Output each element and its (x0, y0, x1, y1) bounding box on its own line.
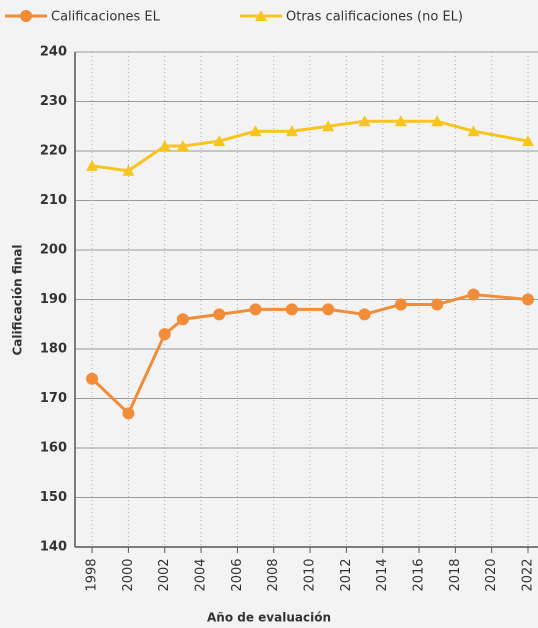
data-point (358, 115, 371, 127)
data-point (213, 308, 226, 321)
data-point (394, 115, 407, 127)
data-point (394, 298, 407, 311)
data-point (522, 293, 535, 306)
x-tick-label: 2006 (230, 558, 245, 591)
legend-label: Calificaciones EL (51, 10, 161, 25)
data-point (467, 125, 480, 137)
x-tick-label: 2018 (448, 558, 463, 591)
data-point (249, 125, 262, 137)
legend-marker (20, 10, 32, 22)
data-point (322, 303, 335, 316)
x-tick-label: 2016 (412, 558, 427, 591)
x-tick-label: 2010 (303, 558, 318, 591)
data-point (431, 115, 444, 127)
data-point (522, 135, 535, 147)
data-point (322, 120, 335, 132)
y-tick-label: 200 (40, 243, 67, 258)
y-tick-label: 210 (40, 193, 67, 208)
data-point (176, 313, 189, 326)
series-line (91, 119, 529, 173)
y-tick-label: 140 (40, 540, 67, 555)
legend-label: Otras calificaciones (no EL) (286, 10, 463, 25)
data-point (176, 140, 189, 152)
data-point (285, 125, 298, 137)
x-tick-label: 2002 (157, 558, 172, 591)
x-tick-label: 2004 (194, 558, 209, 591)
x-tick-label: 2008 (266, 558, 281, 591)
y-tick-label: 240 (40, 45, 67, 60)
data-point (213, 135, 226, 147)
data-point (86, 372, 99, 385)
data-point (158, 328, 171, 341)
x-tick-label: 2014 (375, 558, 390, 591)
x-tick-label: 2012 (339, 558, 354, 591)
data-point (285, 303, 298, 316)
x-tick-label: 2020 (484, 558, 499, 591)
x-tick-label: 2022 (521, 558, 536, 591)
data-point (431, 298, 444, 311)
data-point (86, 159, 99, 171)
data-point (158, 140, 171, 152)
legend-marker (255, 10, 267, 21)
y-tick-label: 180 (40, 342, 67, 357)
x-tick-label: 1998 (85, 558, 100, 591)
data-point (122, 164, 135, 176)
data-point (467, 288, 480, 301)
x-tick-label: 2000 (121, 558, 136, 591)
y-tick-label: 170 (40, 391, 67, 406)
data-point (249, 303, 262, 316)
y-tick-label: 150 (40, 490, 67, 505)
y-tick-label: 220 (40, 144, 67, 159)
data-point (122, 407, 135, 420)
y-axis-label: Calificación final (11, 244, 25, 355)
y-tick-label: 160 (40, 441, 67, 456)
y-tick-label: 190 (40, 292, 67, 307)
y-tick-label: 230 (40, 94, 67, 109)
data-point (358, 308, 371, 321)
x-axis-label: Año de evaluación (207, 611, 331, 625)
